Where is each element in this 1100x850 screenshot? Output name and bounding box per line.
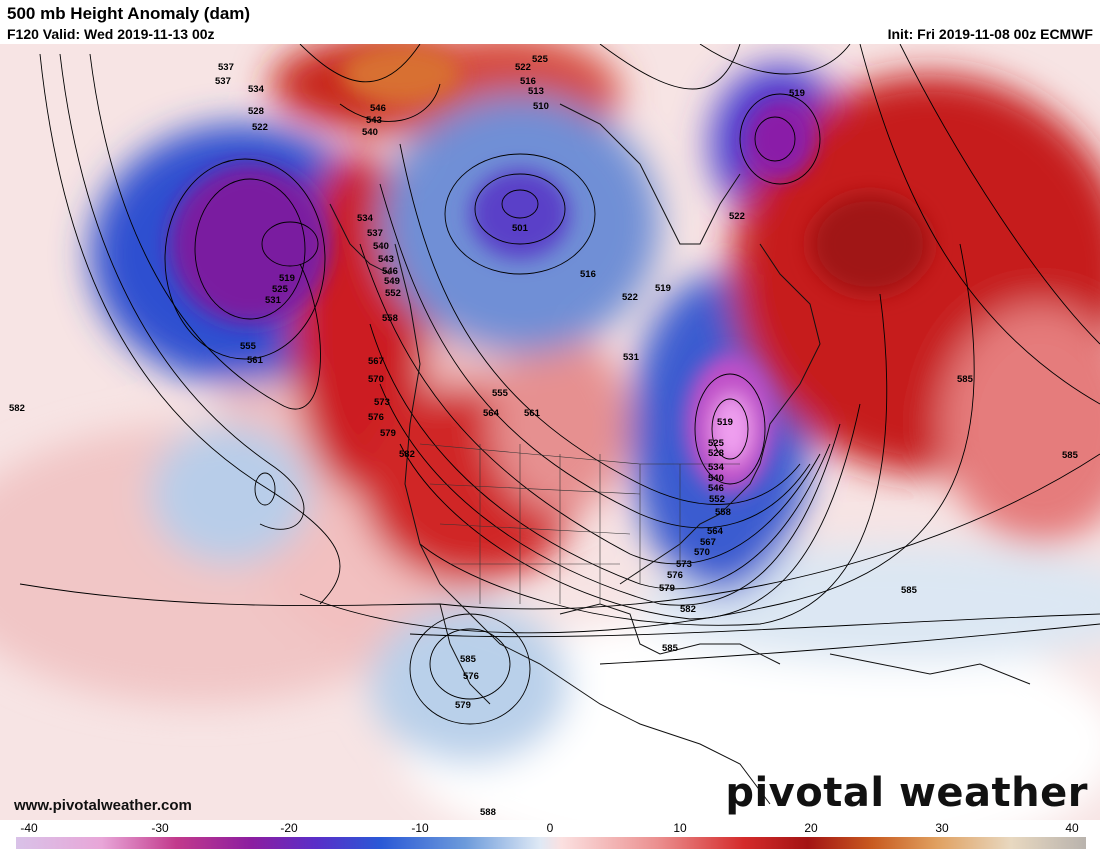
contour-label: 555 — [240, 341, 257, 352]
contour-label: 564 — [483, 408, 500, 419]
init-time: Init: Fri 2019-11-08 00z ECMWF — [887, 26, 1093, 42]
contour-label: 528 — [708, 448, 724, 459]
contour-label: 561 — [247, 355, 264, 366]
contour-label: 519 — [717, 417, 733, 428]
colorbar: -40 -30 -20 -10 0 10 20 30 40 — [0, 820, 1100, 850]
contour-label: 501 — [512, 223, 529, 234]
contour-label: 567 — [700, 537, 716, 548]
colorbar-ticks: -40 -30 -20 -10 0 10 20 30 40 — [20, 821, 1079, 835]
contour-label: 582 — [399, 449, 415, 460]
colorbar-tick: -30 — [151, 821, 169, 835]
contour-label: 546 — [708, 483, 724, 494]
contour-label: 534 — [248, 84, 265, 95]
colorbar-tick: 0 — [547, 821, 554, 835]
map-title: 500 mb Height Anomaly (dam) — [7, 4, 251, 23]
contour-label: 522 — [515, 62, 531, 73]
contour-label: 540 — [362, 127, 378, 138]
contour-label: 576 — [463, 671, 479, 682]
contour-label: 582 — [9, 403, 25, 414]
contour-label: 522 — [622, 292, 638, 303]
anomaly-field — [0, 44, 1100, 820]
anomaly-cores — [170, 44, 930, 494]
contour-label: 552 — [709, 494, 725, 505]
contour-label: 585 — [460, 654, 477, 665]
contour-label: 552 — [385, 288, 401, 299]
contour-label: 528 — [248, 106, 264, 117]
contour-label: 588 — [480, 807, 496, 818]
contour-label: 513 — [528, 86, 544, 97]
contour-label: 519 — [279, 273, 295, 284]
contour-label: 579 — [380, 428, 396, 439]
contour-label: 567 — [368, 356, 384, 367]
contour-labels: 537 537 534 528 522 546 543 540 525 522 … — [9, 54, 1079, 818]
contour-label: 540 — [708, 473, 724, 484]
colorbar-tick: -40 — [20, 821, 38, 835]
contour-label: 543 — [378, 254, 394, 265]
contour-label: 585 — [957, 374, 974, 385]
contour-label: 570 — [368, 374, 384, 385]
contour-label: 525 — [532, 54, 549, 65]
contour-label: 543 — [366, 115, 382, 126]
colorbar-tick: 30 — [935, 821, 949, 835]
contour-label: 558 — [382, 313, 398, 324]
contour-label: 516 — [580, 269, 596, 280]
contour-label: 564 — [707, 526, 724, 537]
contour-label: 573 — [676, 559, 692, 570]
header: 500 mb Height Anomaly (dam) F120 Valid: … — [0, 0, 1100, 44]
website-url[interactable]: www.pivotalweather.com — [14, 797, 192, 814]
colorbar-tick: 40 — [1065, 821, 1079, 835]
contour-label: 510 — [533, 101, 549, 112]
contour-label: 534 — [357, 213, 374, 224]
contour-label: 561 — [524, 408, 541, 419]
valid-time: F120 Valid: Wed 2019-11-13 00z — [7, 26, 215, 42]
brand-logo: pivotal weather — [725, 770, 1088, 816]
contour-label: 570 — [694, 547, 710, 558]
coastlines — [329, 103, 1031, 805]
anomaly-map: 537 537 534 528 522 546 543 540 525 522 … — [0, 44, 1100, 820]
contour-label: 522 — [729, 211, 745, 222]
contour-label: 522 — [252, 122, 268, 133]
colorbar-tick: -10 — [411, 821, 429, 835]
state-borders — [419, 443, 740, 604]
contour-label: 525 — [272, 284, 289, 295]
contour-label: 531 — [623, 352, 640, 363]
contour-label: 537 — [215, 76, 231, 87]
contour-label: 585 — [901, 585, 918, 596]
contour-label: 558 — [715, 507, 731, 518]
contour-label: 519 — [789, 88, 805, 99]
contour-label: 531 — [265, 295, 282, 306]
contour-label: 576 — [368, 412, 384, 423]
contour-label: 573 — [374, 397, 390, 408]
colorbar-gradient — [16, 837, 1086, 849]
contour-label: 534 — [708, 462, 725, 473]
contour-label: 585 — [1062, 450, 1079, 461]
contour-label: 546 — [370, 103, 386, 114]
contour-label: 576 — [667, 570, 683, 581]
contour-label: 582 — [680, 604, 696, 615]
colorbar-tick: 20 — [804, 821, 818, 835]
contour-label: 540 — [373, 241, 389, 252]
contour-label: 519 — [655, 283, 671, 294]
contour-label: 537 — [367, 228, 383, 239]
colorbar-tick: -20 — [280, 821, 298, 835]
contour-label: 546 — [382, 266, 398, 277]
contour-label: 555 — [492, 388, 509, 399]
contour-label: 549 — [384, 276, 400, 287]
contour-label: 579 — [659, 583, 675, 594]
contour-label: 525 — [708, 438, 725, 449]
contour-label: 579 — [455, 700, 471, 711]
contour-label: 516 — [520, 76, 536, 87]
contour-label: 537 — [218, 62, 234, 73]
contour-label: 585 — [662, 643, 679, 654]
colorbar-tick: 10 — [673, 821, 687, 835]
